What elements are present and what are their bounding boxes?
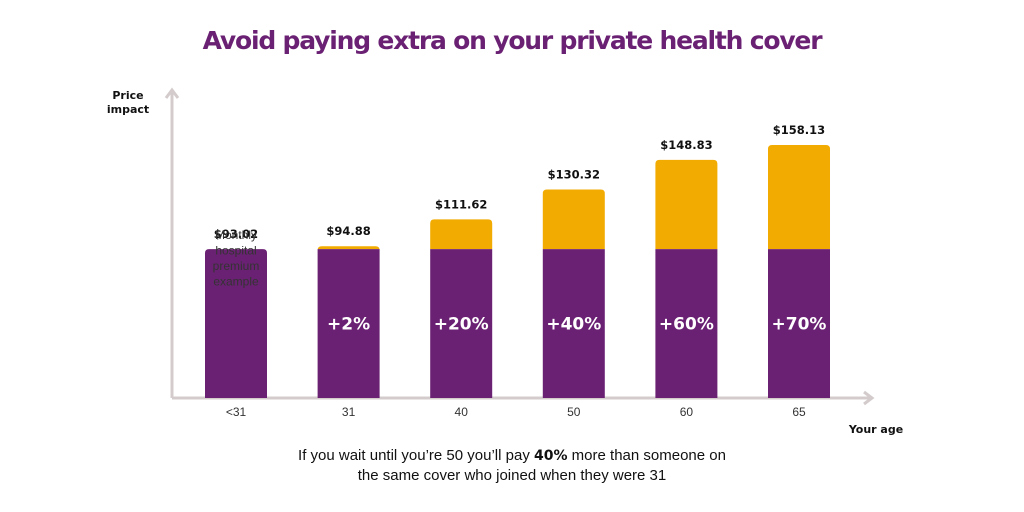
bar-increase	[430, 219, 493, 250]
y-axis-label: Price	[112, 89, 143, 102]
bar-base	[205, 249, 267, 398]
value-label: $93.02	[214, 227, 258, 241]
bars	[205, 145, 830, 398]
x-axis-arrow	[863, 390, 875, 406]
annotation-text: Monthly	[215, 228, 257, 242]
bar-increase	[655, 159, 718, 250]
percent-label: +60%	[659, 315, 714, 335]
bar-base	[655, 249, 718, 398]
percent-label: +20%	[434, 315, 489, 335]
value-label: $111.62	[435, 197, 487, 211]
tick-label: <31	[226, 405, 247, 419]
labels: $93.02 <31 $94.88 +2% 31 $111.62 +20% 40 $130.32…	[213, 123, 827, 419]
bar-increase	[768, 145, 830, 250]
annotation-text: hospital	[215, 244, 256, 258]
bar-increase	[317, 246, 380, 251]
tick-label: 50	[567, 405, 581, 419]
value-label: $94.88	[326, 224, 370, 238]
footnote-line-1: If you wait until you’re 50 you’ll pay 4…	[0, 446, 1024, 466]
footnote: If you wait until you’re 50 you’ll pay 4…	[0, 446, 1024, 485]
footnote-highlight: 40%	[534, 448, 568, 464]
value-label: $130.32	[548, 167, 600, 181]
footnote-text-b: more than someone on	[567, 447, 726, 464]
value-label: $158.13	[773, 123, 825, 137]
chart-title: Avoid paying extra on your private healt…	[202, 26, 823, 55]
percent-label: +2%	[327, 315, 370, 335]
footnote-text-a: If you wait until you’re 50 you’ll pay	[298, 447, 534, 464]
tick-label: 31	[342, 405, 356, 419]
tick-label: 40	[455, 405, 469, 419]
tick-label: 60	[680, 405, 694, 419]
bar-base	[317, 249, 380, 398]
y-axis-arrow	[164, 87, 180, 99]
percent-label: +70%	[772, 315, 827, 335]
value-label: $148.83	[660, 138, 712, 152]
tick-label: 65	[792, 405, 806, 419]
y-axis-label: impact	[107, 103, 149, 116]
bar-base	[430, 249, 493, 398]
footnote-line-2: the same cover who joined when they were…	[357, 467, 667, 484]
annotation-text: premium	[213, 259, 260, 273]
bar-base	[542, 249, 605, 398]
bar-base	[768, 249, 830, 398]
x-axis-label: Your age	[848, 423, 903, 436]
percent-label: +40%	[546, 315, 601, 335]
annotation-text: example	[213, 275, 259, 289]
bar-increase	[542, 189, 605, 250]
